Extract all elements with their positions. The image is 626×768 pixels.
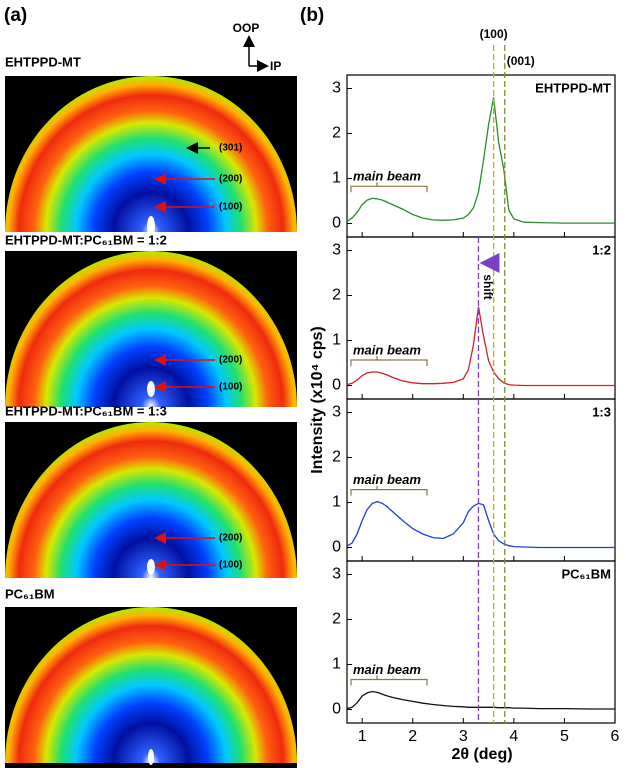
image-title: EHTPPD-MT:PC₆₁BM = 1:3 [5, 403, 167, 418]
y-tick-label: 3 [332, 404, 341, 421]
y-tick-label: 1 [332, 332, 341, 349]
chart-title: 1:2 [592, 242, 611, 257]
data-line [346, 97, 615, 224]
y-tick-label: 2 [332, 611, 341, 628]
panel-label: (b) [300, 5, 324, 26]
peak-label: (200) [219, 174, 242, 185]
peak-label: (100) [219, 382, 242, 393]
reference-label: (100) [480, 27, 508, 41]
y-tick-label: 1 [332, 170, 341, 187]
plot-frame [346, 560, 616, 724]
annotation: main beam [353, 169, 421, 184]
data-line [346, 500, 615, 549]
image-title: EHTPPD-MT [5, 54, 81, 69]
image-title: PC₆₁BM [5, 586, 55, 601]
panel-label: (a) [4, 5, 27, 26]
peak-label: (301) [219, 143, 242, 154]
plot-frame [346, 74, 616, 238]
bracket [350, 485, 428, 496]
y-axis-label: Intensity (x10⁴ cps) [309, 326, 326, 474]
peak-label: (100) [219, 560, 242, 571]
x-tick-label: 2 [408, 728, 417, 745]
x-axis-label: 2θ (deg) [451, 746, 512, 763]
x-tick-label: 3 [459, 728, 468, 745]
chart-title: 1:3 [592, 404, 611, 419]
chart-title: PC₆₁BM [561, 566, 611, 581]
scattering-image: (301) (200) (100) [5, 76, 297, 236]
y-tick-label: 2 [332, 449, 341, 466]
scattering-image [5, 607, 297, 768]
orientation-axes: OOP IP [233, 21, 282, 73]
bracket [350, 675, 428, 686]
data-line [346, 306, 615, 387]
peak-label: (200) [219, 355, 242, 366]
bracket [350, 182, 428, 193]
scattering-image: (200) (100) [5, 422, 297, 578]
y-tick-label: 3 [332, 80, 341, 97]
x-tick-label: 1 [358, 728, 367, 745]
bracket [350, 356, 428, 366]
y-tick-label: 1 [332, 494, 341, 511]
y-tick-label: 1 [332, 656, 341, 673]
annotation: main beam [353, 662, 421, 677]
annotation: main beam [353, 342, 421, 357]
peak-label: (100) [219, 202, 242, 213]
x-tick-label: 5 [560, 728, 569, 745]
axis-label: IP [270, 59, 281, 73]
x-tick-label: 4 [509, 728, 518, 745]
y-tick-label: 0 [332, 215, 341, 232]
shift-label: shift [481, 274, 495, 299]
reference-label: (001) [507, 54, 535, 68]
y-tick-label: 2 [332, 125, 341, 142]
y-tick-label: 0 [332, 701, 341, 718]
y-tick-label: 3 [332, 566, 341, 583]
image-title: EHTPPD-MT:PC₆₁BM = 1:2 [5, 232, 167, 247]
y-tick-label: 0 [332, 539, 341, 556]
annotation: main beam [353, 472, 421, 487]
peak-label: (200) [219, 533, 242, 544]
data-line [346, 690, 615, 710]
x-tick-label: 6 [611, 728, 620, 745]
scattering-image: (200) (100) [5, 251, 297, 407]
y-tick-label: 2 [332, 287, 341, 304]
y-tick-label: 3 [332, 242, 341, 259]
axis-label: OOP [233, 21, 260, 35]
y-tick-label: 0 [332, 377, 341, 394]
chart-title: EHTPPD-MT [535, 80, 611, 95]
